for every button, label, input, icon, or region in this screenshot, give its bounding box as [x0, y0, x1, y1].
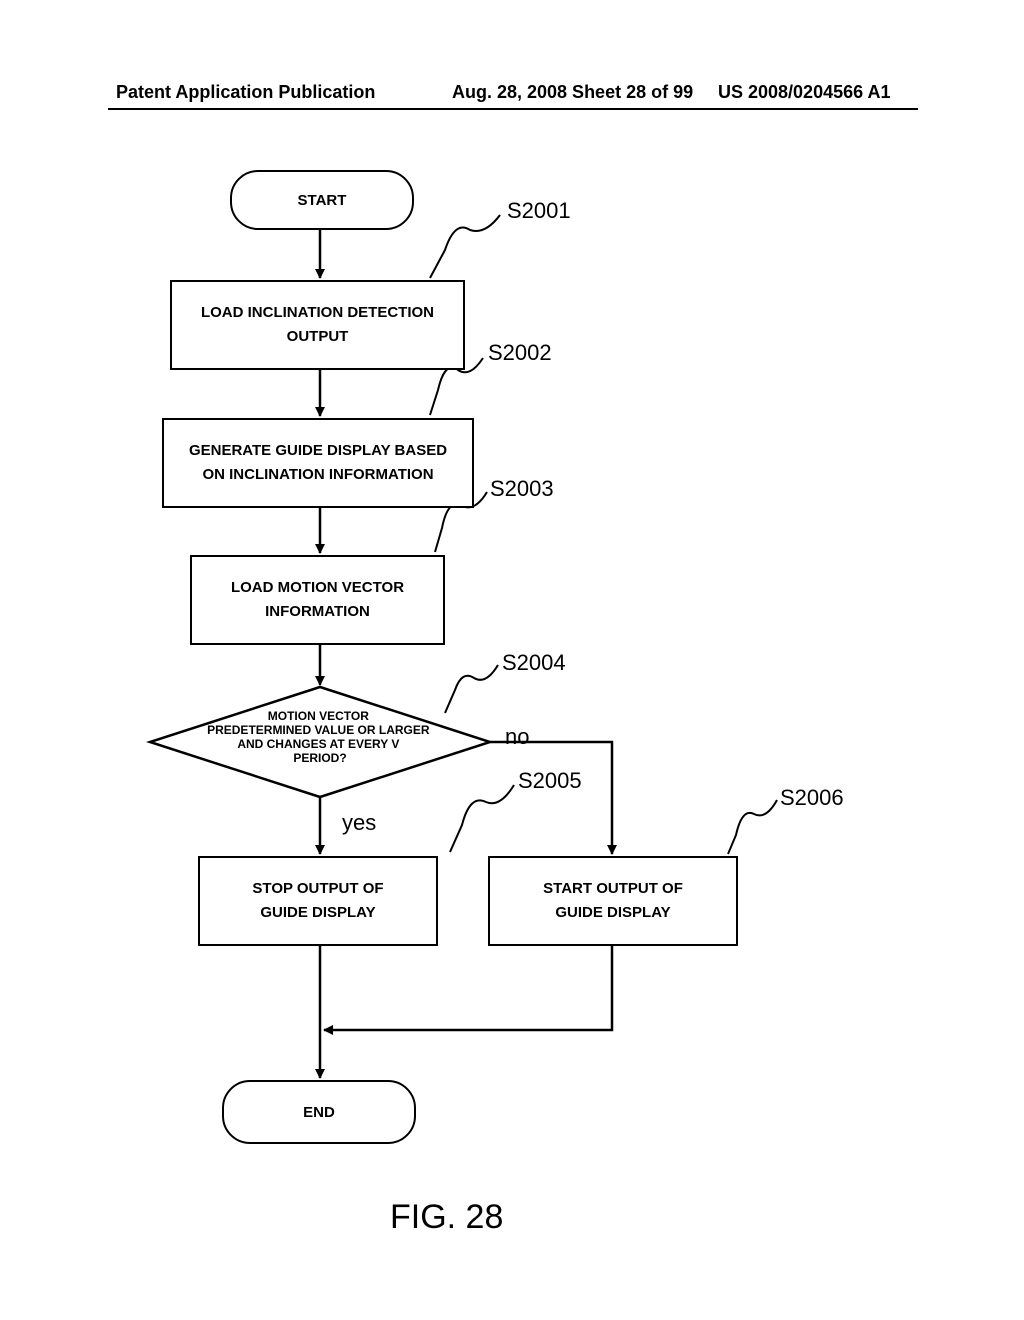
step-label-s2004: S2004	[502, 650, 566, 676]
edge-label-no: no	[505, 724, 529, 750]
header-divider	[108, 108, 918, 110]
node-s2001-text: LOAD INCLINATION DETECTIONOUTPUT	[201, 301, 434, 349]
step-label-s2006: S2006	[780, 785, 844, 811]
step-label-s2001: S2001	[507, 198, 571, 224]
node-s2005: STOP OUTPUT OFGUIDE DISPLAY	[198, 856, 438, 946]
node-end: END	[222, 1080, 416, 1144]
node-start-text: START	[298, 192, 347, 209]
flowchart-canvas: MOTION VECTOR PREDETERMINED VALUE OR LAR…	[0, 160, 1024, 1260]
node-end-text: END	[303, 1104, 335, 1121]
node-s2006: START OUTPUT OFGUIDE DISPLAY	[488, 856, 738, 946]
step-label-s2002: S2002	[488, 340, 552, 366]
node-s2006-text: START OUTPUT OFGUIDE DISPLAY	[543, 877, 683, 925]
node-s2002-text: GENERATE GUIDE DISPLAY BASEDON INCLINATI…	[189, 439, 447, 487]
node-s2003-text: LOAD MOTION VECTORINFORMATION	[231, 576, 404, 624]
node-s2002: GENERATE GUIDE DISPLAY BASEDON INCLINATI…	[162, 418, 474, 508]
flowchart-svg: MOTION VECTOR PREDETERMINED VALUE OR LAR…	[0, 160, 1024, 1260]
node-s2001: LOAD INCLINATION DETECTIONOUTPUT	[170, 280, 465, 370]
header-right: US 2008/0204566 A1	[718, 82, 890, 103]
header-mid: Aug. 28, 2008 Sheet 28 of 99	[452, 82, 693, 103]
node-start: START	[230, 170, 414, 230]
step-label-s2003: S2003	[490, 476, 554, 502]
node-s2003: LOAD MOTION VECTORINFORMATION	[190, 555, 445, 645]
edge-label-yes: yes	[342, 810, 376, 836]
step-label-s2005: S2005	[518, 768, 582, 794]
node-s2005-text: STOP OUTPUT OFGUIDE DISPLAY	[252, 877, 383, 925]
figure-caption: FIG. 28	[390, 1198, 503, 1237]
header-left: Patent Application Publication	[116, 82, 375, 103]
